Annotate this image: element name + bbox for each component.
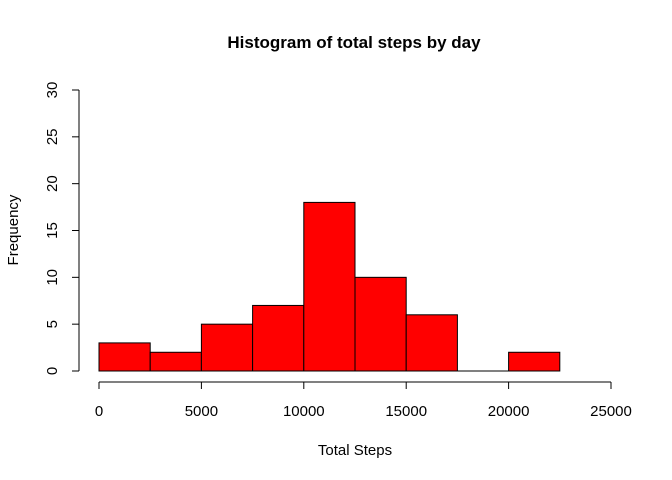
x-tick-label: 5000 [185, 403, 218, 420]
histogram-bar [98, 342, 151, 372]
y-tick-label: 25 [44, 128, 61, 145]
y-tick-label: 10 [44, 269, 61, 286]
x-tick-label: 0 [95, 403, 103, 420]
histogram-bar [200, 323, 254, 372]
histogram-bar [354, 276, 407, 372]
x-axis: 0 5000 10000 15000 20000 25000 [95, 381, 632, 420]
histogram-bar [508, 351, 561, 372]
histogram-bar [405, 314, 458, 372]
x-tick-label: 20000 [488, 403, 530, 420]
x-axis-label: Total Steps [318, 442, 392, 459]
x-tick-label: 15000 [385, 403, 427, 420]
chart-title: Histogram of total steps by day [227, 33, 481, 52]
histogram-bar [303, 201, 356, 372]
y-axis: 0 5 10 15 20 25 30 [44, 82, 80, 375]
y-axis-label: Frequency [5, 194, 22, 265]
y-tick-label: 30 [44, 82, 61, 99]
x-tick-label: 10000 [283, 403, 325, 420]
histogram-bar [149, 351, 202, 372]
y-tick-label: 20 [44, 175, 61, 192]
histogram-bar [252, 304, 305, 372]
y-tick-label: 5 [44, 320, 61, 328]
y-tick-label: 15 [44, 222, 61, 239]
x-tick-label: 25000 [590, 403, 632, 420]
bars-group [98, 201, 561, 372]
y-tick-label: 0 [44, 367, 61, 375]
